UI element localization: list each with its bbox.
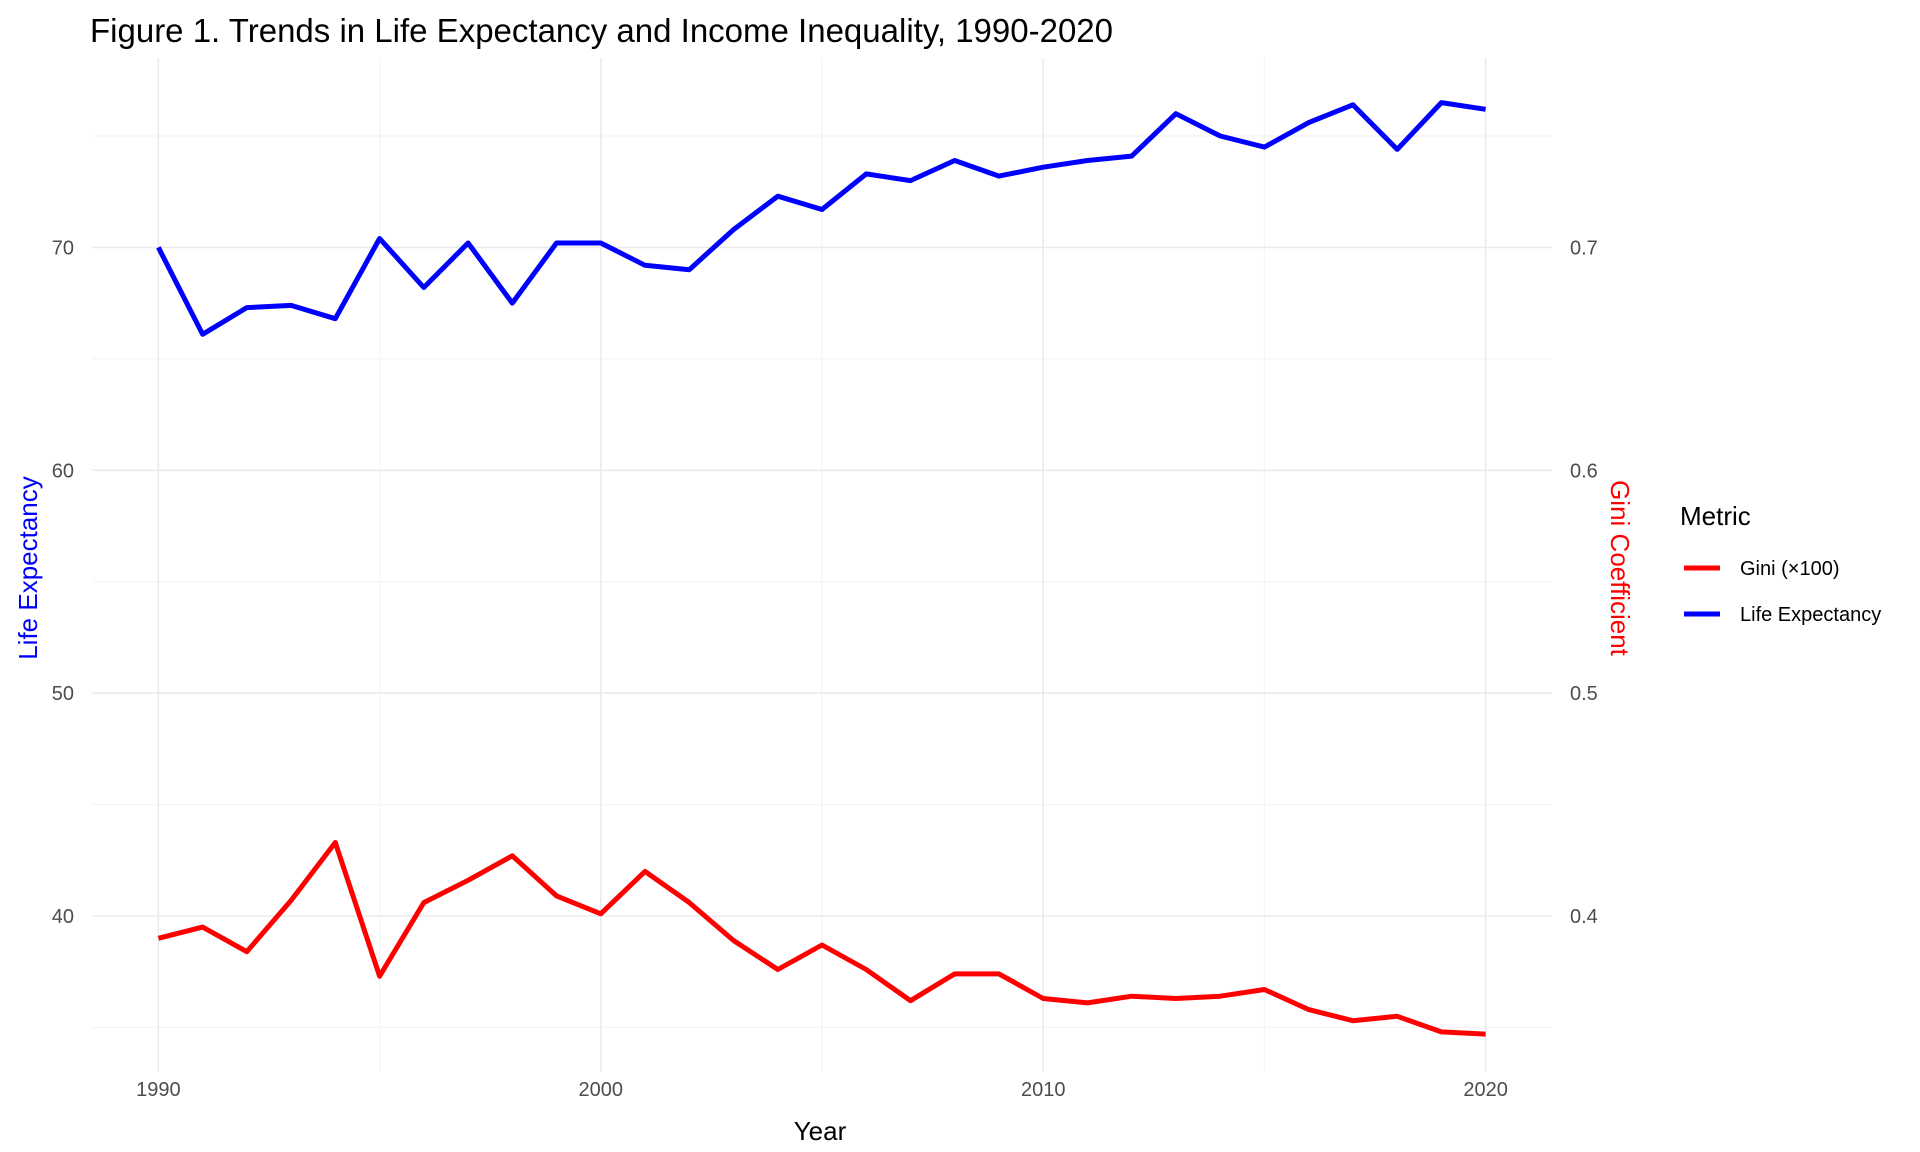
y-left-tick-label: 70 [52, 237, 74, 259]
tick-labels: 1990 2000 2010 2020 40 50 60 70 0.4 0.5 0.6 0.7 [52, 237, 1598, 1101]
legend-title: Metric [1680, 501, 1751, 531]
series-line-gini [157, 840, 1486, 1037]
chart-title: Figure 1. Trends in Life Expectancy and … [90, 12, 1113, 49]
x-tick-label: 2020 [1463, 1079, 1508, 1101]
x-tick-label: 1990 [136, 1079, 181, 1101]
x-tick-label: 2000 [579, 1079, 624, 1101]
y-axis-right-title: Gini Coefficient [1605, 480, 1635, 657]
y-right-tick-label: 0.6 [1570, 460, 1598, 482]
grid [92, 58, 1552, 1072]
legend-label-gini: Gini (×100) [1740, 558, 1840, 580]
series-line-life-expectancy [156, 100, 1486, 337]
legend: Metric Gini (×100) Life Expectancy [1680, 501, 1881, 626]
y-left-tick-label: 50 [52, 683, 74, 705]
y-right-tick-label: 0.4 [1570, 906, 1598, 928]
y-axis-left-title: Life Expectancy [13, 476, 43, 660]
y-right-tick-label: 0.7 [1570, 237, 1598, 259]
x-axis-title: Year [794, 1116, 847, 1146]
x-tick-label: 2010 [1021, 1079, 1066, 1101]
y-left-tick-label: 40 [52, 906, 74, 928]
y-left-tick-label: 60 [52, 460, 74, 482]
legend-label-life-expectancy: Life Expectancy [1740, 604, 1881, 626]
y-right-tick-label: 0.5 [1570, 683, 1598, 705]
plot-lines [156, 100, 1486, 1037]
